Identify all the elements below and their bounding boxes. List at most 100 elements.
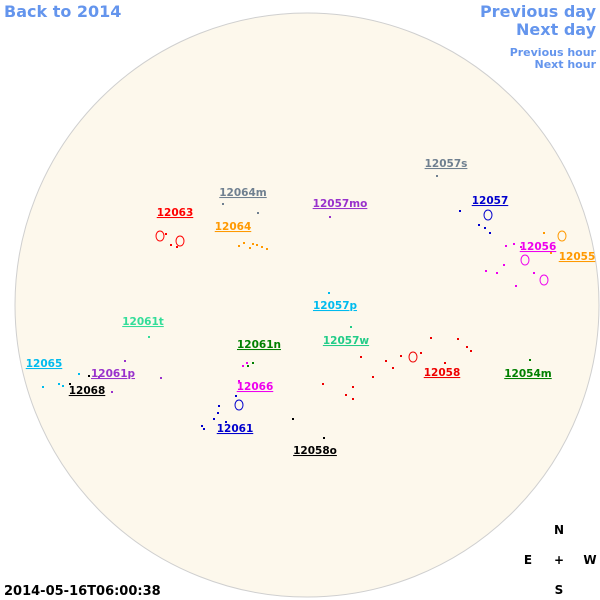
spot xyxy=(160,377,162,379)
spot xyxy=(360,356,362,358)
region-label[interactable]: 12061t xyxy=(122,316,164,328)
spot xyxy=(345,394,347,396)
next-hour-link[interactable]: Next hour xyxy=(535,58,597,71)
spot xyxy=(400,355,402,357)
spot xyxy=(485,270,487,272)
spot-group xyxy=(539,274,549,286)
spot xyxy=(218,405,220,407)
spot-group xyxy=(155,230,165,242)
spot-group xyxy=(557,230,567,242)
spot xyxy=(165,233,167,235)
compass-east: E xyxy=(524,553,532,567)
back-link[interactable]: Back to 2014 xyxy=(4,2,121,21)
compass-north: N xyxy=(554,523,564,537)
spot xyxy=(266,248,268,250)
spot xyxy=(247,365,249,367)
spot xyxy=(444,362,446,364)
spot xyxy=(496,272,498,274)
spot xyxy=(148,336,150,338)
region-label[interactable]: 12057p xyxy=(313,300,358,312)
spot xyxy=(352,398,354,400)
region-label[interactable]: 12057s xyxy=(425,158,468,170)
region-label[interactable]: 12068 xyxy=(69,385,106,397)
spot xyxy=(246,362,248,364)
spot xyxy=(350,326,352,328)
spot xyxy=(124,360,126,362)
region-label[interactable]: 12066 xyxy=(237,381,274,393)
spot xyxy=(213,418,215,420)
region-label[interactable]: 12054m xyxy=(504,368,552,380)
spot xyxy=(42,386,44,388)
region-label[interactable]: 12061 xyxy=(217,423,254,435)
spot xyxy=(489,232,491,234)
region-label[interactable]: 12057w xyxy=(323,335,370,347)
spot xyxy=(62,385,64,387)
spot-group xyxy=(234,399,244,411)
spot xyxy=(243,242,245,244)
spot xyxy=(533,272,535,274)
spot xyxy=(235,395,237,397)
spot xyxy=(478,224,480,226)
previous-day-link[interactable]: Previous day xyxy=(480,2,597,21)
spot xyxy=(466,346,468,348)
spot xyxy=(252,243,254,245)
spot xyxy=(550,252,552,254)
spot xyxy=(505,245,507,247)
spot xyxy=(513,243,515,245)
spot-group xyxy=(408,351,418,363)
region-label[interactable]: 12055 xyxy=(559,251,596,263)
spot xyxy=(420,352,422,354)
region-label[interactable]: 12057mo xyxy=(313,198,368,210)
region-label[interactable]: 12057 xyxy=(472,195,509,207)
spot xyxy=(78,373,80,375)
spot xyxy=(329,216,331,218)
spot xyxy=(69,383,71,385)
spot xyxy=(257,212,259,214)
spot xyxy=(201,425,203,427)
spot xyxy=(238,245,240,247)
region-label[interactable]: 12064 xyxy=(215,221,252,233)
region-label[interactable]: 12056 xyxy=(520,241,557,253)
spot xyxy=(261,246,263,248)
spot xyxy=(252,362,254,364)
spot xyxy=(543,232,545,234)
sunspots xyxy=(42,175,567,439)
region-label[interactable]: 12065 xyxy=(26,358,63,370)
spot xyxy=(98,376,100,378)
spot xyxy=(459,210,461,212)
spot xyxy=(58,383,60,385)
spot xyxy=(249,247,251,249)
spot-group xyxy=(175,235,185,247)
region-label[interactable]: 12064m xyxy=(219,187,267,199)
spot xyxy=(238,380,240,382)
spot xyxy=(385,360,387,362)
spot xyxy=(88,375,90,377)
compass-west: W xyxy=(583,553,596,567)
spot xyxy=(529,359,531,361)
previous-hour-link[interactable]: Previous hour xyxy=(510,46,597,59)
region-label[interactable]: 12058 xyxy=(424,367,461,379)
region-label[interactable]: 12061p xyxy=(91,368,136,380)
spot xyxy=(322,383,324,385)
region-label[interactable]: 12063 xyxy=(157,207,194,219)
spot xyxy=(323,437,325,439)
spot xyxy=(430,337,432,339)
next-day-link[interactable]: Next day xyxy=(516,20,597,39)
spot xyxy=(372,376,374,378)
spot xyxy=(222,203,224,205)
spot xyxy=(170,244,172,246)
region-label[interactable]: 12058o xyxy=(293,445,337,457)
spot xyxy=(515,285,517,287)
spot-group xyxy=(520,254,530,266)
region-label[interactable]: 12061n xyxy=(237,339,281,351)
spot xyxy=(484,227,486,229)
spot xyxy=(457,338,459,340)
spot-group xyxy=(483,209,493,221)
timestamp: 2014-05-16T06:00:38 xyxy=(4,584,161,599)
compass-center: + xyxy=(554,553,564,567)
spot xyxy=(292,418,294,420)
spot xyxy=(111,391,113,393)
compass-south: S xyxy=(555,583,564,597)
